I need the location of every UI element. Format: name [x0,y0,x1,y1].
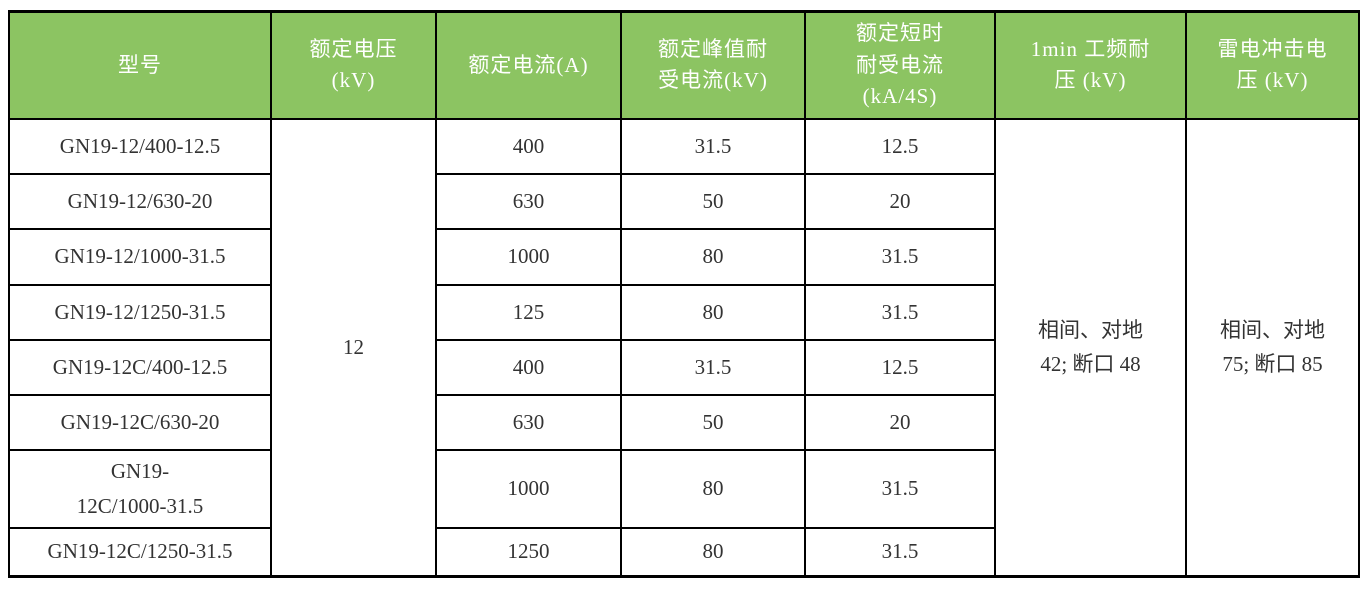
peak-current-cell: 31.5 [620,338,806,396]
col-header-short-time-withstand-current: 额定短时 耐受电流 (kA/4S) [804,10,996,120]
table-row: GN19-12/1250-31.5 125 80 31.5 [8,283,1359,341]
col-header-peak-withstand-current: 额定峰值耐 受电流(kV) [620,10,806,120]
model-cell: GN19-12/400-12.5 [8,117,272,175]
short-time-current-cell: 31.5 [804,448,996,529]
power-frequency-cell: 相间、对地 42; 断口 48 [994,117,1187,578]
short-time-current-cell: 31.5 [804,283,996,341]
table-row: GN19-12C/400-12.5 400 31.5 12.5 [8,338,1359,396]
short-time-current-cell: 12.5 [804,117,996,175]
model-cell: GN19-12/1250-31.5 [8,283,272,341]
col-header-lightning-impulse: 雷电冲击电 压 (kV) [1185,10,1360,120]
model-cell: GN19- 12C/1000-31.5 [8,448,272,529]
peak-current-cell: 80 [620,283,806,341]
lightning-impulse-cell: 相间、对地 75; 断口 85 [1185,117,1360,578]
rated-current-cell: 125 [435,283,622,341]
model-cell: GN19-12/630-20 [8,172,272,230]
peak-current-cell: 31.5 [620,117,806,175]
model-cell: GN19-12C/400-12.5 [8,338,272,396]
table-row: GN19-12C/630-20 630 50 20 [8,393,1359,451]
rated-current-cell: 1000 [435,448,622,529]
short-time-current-cell: 31.5 [804,227,996,286]
page: 型号 额定电压 (kV) 额定电流(A) 额定峰值耐 受电流(kV) 额定短时 … [8,10,1360,578]
rated-current-cell: 630 [435,393,622,451]
peak-current-cell: 80 [620,526,806,578]
peak-current-cell: 50 [620,393,806,451]
rated-voltage-cell: 12 [270,117,437,578]
table-row: GN19-12/630-20 630 50 20 [8,172,1359,230]
rated-current-cell: 630 [435,172,622,230]
col-header-rated-voltage: 额定电压 (kV) [270,10,437,120]
peak-current-cell: 80 [620,448,806,529]
rated-current-cell: 1000 [435,227,622,286]
short-time-current-cell: 12.5 [804,338,996,396]
model-cell: GN19-12C/630-20 [8,393,272,451]
rated-current-cell: 400 [435,117,622,175]
model-cell: GN19-12C/1250-31.5 [8,526,272,578]
peak-current-cell: 50 [620,172,806,230]
short-time-current-cell: 31.5 [804,526,996,578]
col-header-model: 型号 [8,10,272,120]
rated-current-cell: 1250 [435,526,622,578]
table-row: GN19- 12C/1000-31.5 1000 80 31.5 [8,448,1359,529]
model-cell: GN19-12/1000-31.5 [8,227,272,286]
table-row: GN19-12C/1250-31.5 1250 80 31.5 [8,526,1359,578]
short-time-current-cell: 20 [804,393,996,451]
header-row: 型号 额定电压 (kV) 额定电流(A) 额定峰值耐 受电流(kV) 额定短时 … [8,10,1360,120]
peak-current-cell: 80 [620,227,806,286]
table-row: GN19-12/400-12.5 12 400 31.5 12.5 相间、对地 … [8,117,1360,578]
short-time-current-cell: 20 [804,172,996,230]
spec-table: 型号 额定电压 (kV) 额定电流(A) 额定峰值耐 受电流(kV) 额定短时 … [8,10,1360,578]
table-row: GN19-12/1000-31.5 1000 80 31.5 [8,227,1359,286]
rated-current-cell: 400 [435,338,622,396]
col-header-power-frequency-withstand: 1min 工频耐 压 (kV) [994,10,1187,120]
col-header-rated-current: 额定电流(A) [435,10,622,120]
